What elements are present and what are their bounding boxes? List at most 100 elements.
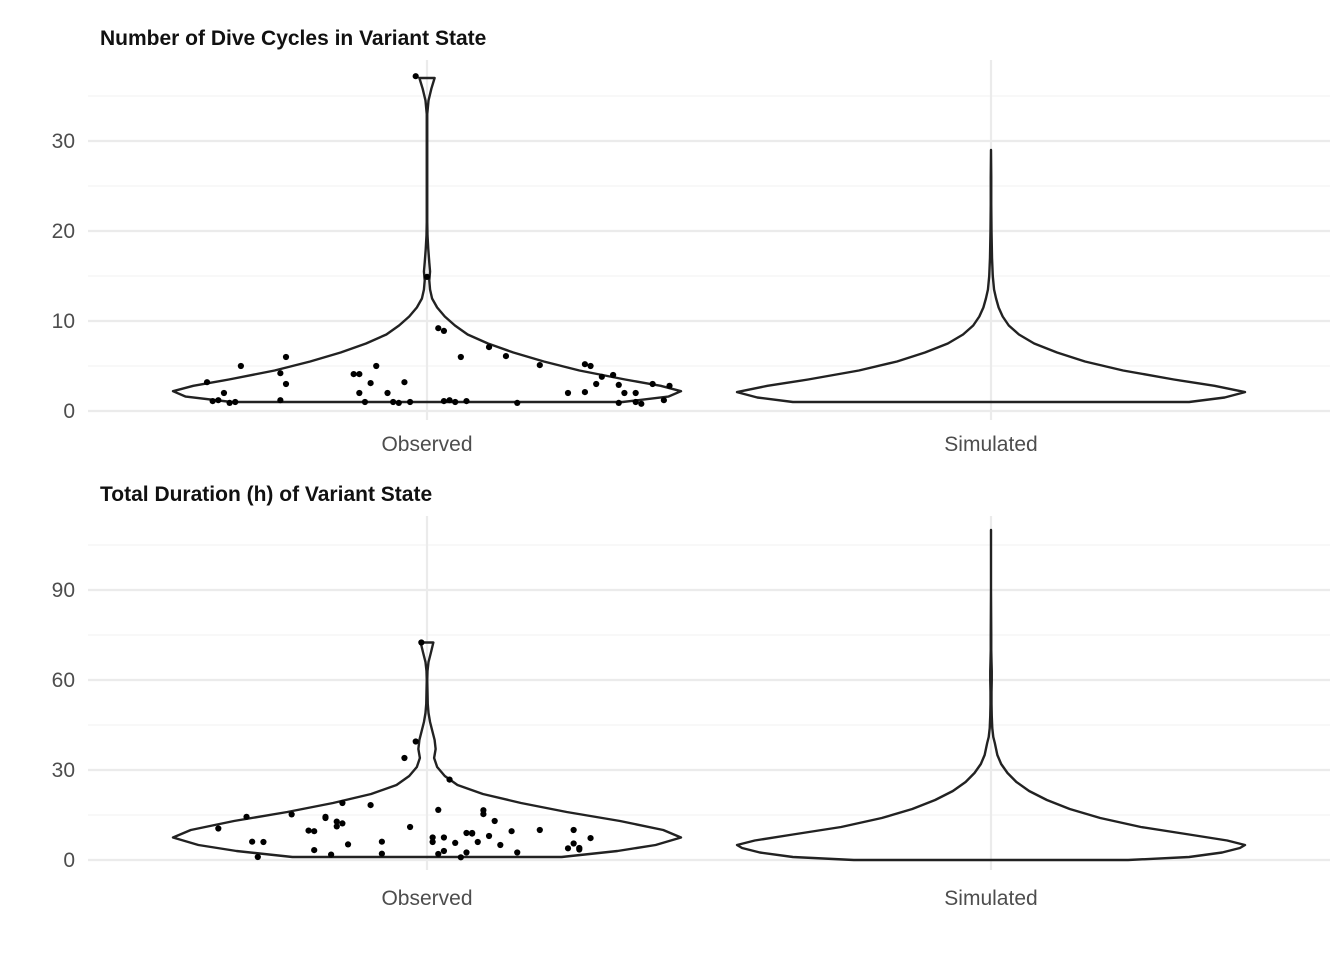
violin-simulated [735,148,1247,404]
x-tick-label-simulated: Simulated [944,887,1037,910]
data-point [452,398,459,406]
data-point [587,362,594,370]
y-tick-label: 10 [52,310,75,333]
x-tick-label-observed: Observed [381,433,472,456]
panel-dive-cycles: Number of Dive Cycles in Variant State 0 1… [52,27,1330,456]
y-tick-label: 60 [52,669,75,692]
data-point [333,823,340,830]
data-point [423,273,431,280]
data-point [333,818,340,825]
data-point [564,845,572,852]
data-point [311,828,318,835]
data-point [463,829,470,837]
violin-simulated [735,528,1247,862]
data-point [282,353,290,361]
data-point [615,399,622,406]
data-point [485,832,493,840]
x-tick-label-observed: Observed [381,887,472,910]
data-point [638,400,645,407]
data-point [457,353,464,361]
data-point [328,851,335,858]
data-point [209,398,216,405]
data-point [277,397,284,404]
data-point [378,850,385,857]
data-point [237,362,244,370]
data-point [356,371,363,378]
data-point [435,850,442,858]
data-point [435,806,442,814]
data-point [502,353,510,360]
data-point [260,838,267,846]
data-point [649,380,656,388]
data-point [406,398,414,406]
data-point [632,389,639,397]
data-point [406,823,414,831]
data-point [412,73,419,80]
data-point [463,398,470,405]
data-point [412,738,419,745]
data-point [305,827,312,834]
y-tick-label: 0 [63,400,75,423]
data-point [440,847,448,855]
data-point [384,389,391,397]
data-point [621,389,628,397]
data-point [339,799,346,807]
data-point [232,398,239,406]
data-point [322,813,329,820]
data-point [446,776,453,783]
data-point [288,811,295,818]
data-point [485,344,493,351]
y-tick-label: 20 [52,220,75,243]
data-point [378,838,385,845]
data-point [277,370,284,377]
data-point [361,398,369,406]
data-point [435,325,442,332]
data-point [536,362,543,369]
data-point [615,381,622,388]
data-point [514,399,521,406]
data-point [243,813,250,820]
data-point [215,825,222,832]
data-point [457,854,464,861]
data-point [593,380,600,388]
data-point [282,380,290,388]
data-point [508,828,515,835]
data-point [220,389,228,397]
panel-total-duration: Total Duration (h) of Variant State 0 30 60… [52,483,1330,910]
data-point [497,841,504,849]
violin-observed [171,76,683,404]
data-point [474,838,481,846]
data-point [390,398,397,406]
data-point [339,820,346,827]
data-point [576,846,583,853]
x-tick-label-simulated: Simulated [944,433,1037,456]
data-point [587,835,594,842]
data-point [598,373,605,380]
data-point [581,389,589,396]
data-point [440,398,448,405]
data-point [215,397,222,404]
data-point [395,399,402,406]
data-point [660,397,667,404]
data-point [440,327,448,334]
data-point [401,379,408,386]
data-point [344,841,352,848]
data-point [666,382,673,389]
y-tick-label: 30 [52,130,75,153]
data-point [564,389,572,397]
data-point [570,840,577,847]
data-point [491,817,498,825]
data-point [226,399,233,406]
data-point [610,371,617,379]
panel-title: Total Duration (h) of Variant State [100,483,432,506]
data-point [418,639,425,646]
data-point [463,849,470,856]
data-point [570,826,577,834]
data-point [514,849,521,856]
data-point [429,834,436,841]
data-point [350,371,357,378]
data-point [373,362,380,370]
data-point [249,838,256,845]
data-point [356,389,363,397]
